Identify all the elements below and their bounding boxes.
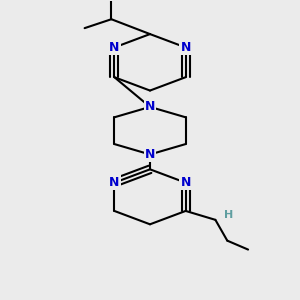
Text: H: H [224,210,233,220]
Text: N: N [109,176,119,189]
Text: N: N [145,148,155,161]
Text: N: N [145,100,155,113]
Text: N: N [181,41,191,54]
Text: N: N [109,41,119,54]
Text: N: N [181,176,191,189]
